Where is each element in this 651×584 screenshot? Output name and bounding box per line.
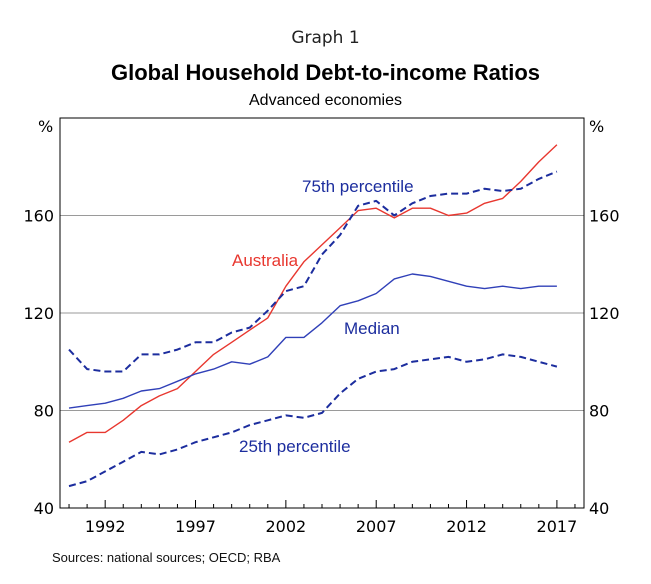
y-tick-right: 40 xyxy=(589,499,609,518)
series-line-australia xyxy=(68,144,558,443)
series-line-25th-percentile xyxy=(68,353,558,488)
y-unit-left: % xyxy=(38,117,53,136)
x-tick-label: 2012 xyxy=(446,517,487,536)
y-tick-left: 80 xyxy=(34,402,54,421)
y-tick-right: 160 xyxy=(589,207,620,226)
graph-label: Graph 1 xyxy=(291,28,360,48)
chart-subtitle: Advanced economies xyxy=(249,92,402,109)
y-tick-left: 40 xyxy=(34,499,54,518)
annotation-australia: Australia xyxy=(232,251,299,270)
y-unit-right: % xyxy=(589,117,604,136)
series-line-median xyxy=(68,273,557,409)
series-line-75th-percentile xyxy=(68,170,558,373)
annotation-25th-percentile: 25th percentile xyxy=(239,437,351,456)
source-note: Sources: national sources; OECD; RBA xyxy=(52,550,281,565)
chart-title: Global Household Debt-to-income Ratios xyxy=(110,60,540,85)
annotation-75th-percentile: 75th percentile xyxy=(302,177,414,196)
x-tick-label: 2017 xyxy=(537,517,578,536)
annotation-median: Median xyxy=(344,319,400,338)
y-axis-ticks: 40 40 80 80 120 120 160 160 xyxy=(23,207,619,519)
gridlines xyxy=(60,215,584,411)
x-tick-label: 1997 xyxy=(175,517,216,536)
x-tick-label: 1992 xyxy=(85,517,126,536)
y-tick-right: 120 xyxy=(589,304,620,323)
y-tick-left: 120 xyxy=(23,304,54,323)
y-tick-right: 80 xyxy=(589,402,609,421)
y-tick-left: 160 xyxy=(23,207,54,226)
series-lines xyxy=(68,144,558,488)
x-axis-ticks: 1992 1997 2002 2007 2012 2017 xyxy=(68,500,578,536)
x-tick-label: 2007 xyxy=(356,517,397,536)
x-tick-label: 2002 xyxy=(266,517,307,536)
